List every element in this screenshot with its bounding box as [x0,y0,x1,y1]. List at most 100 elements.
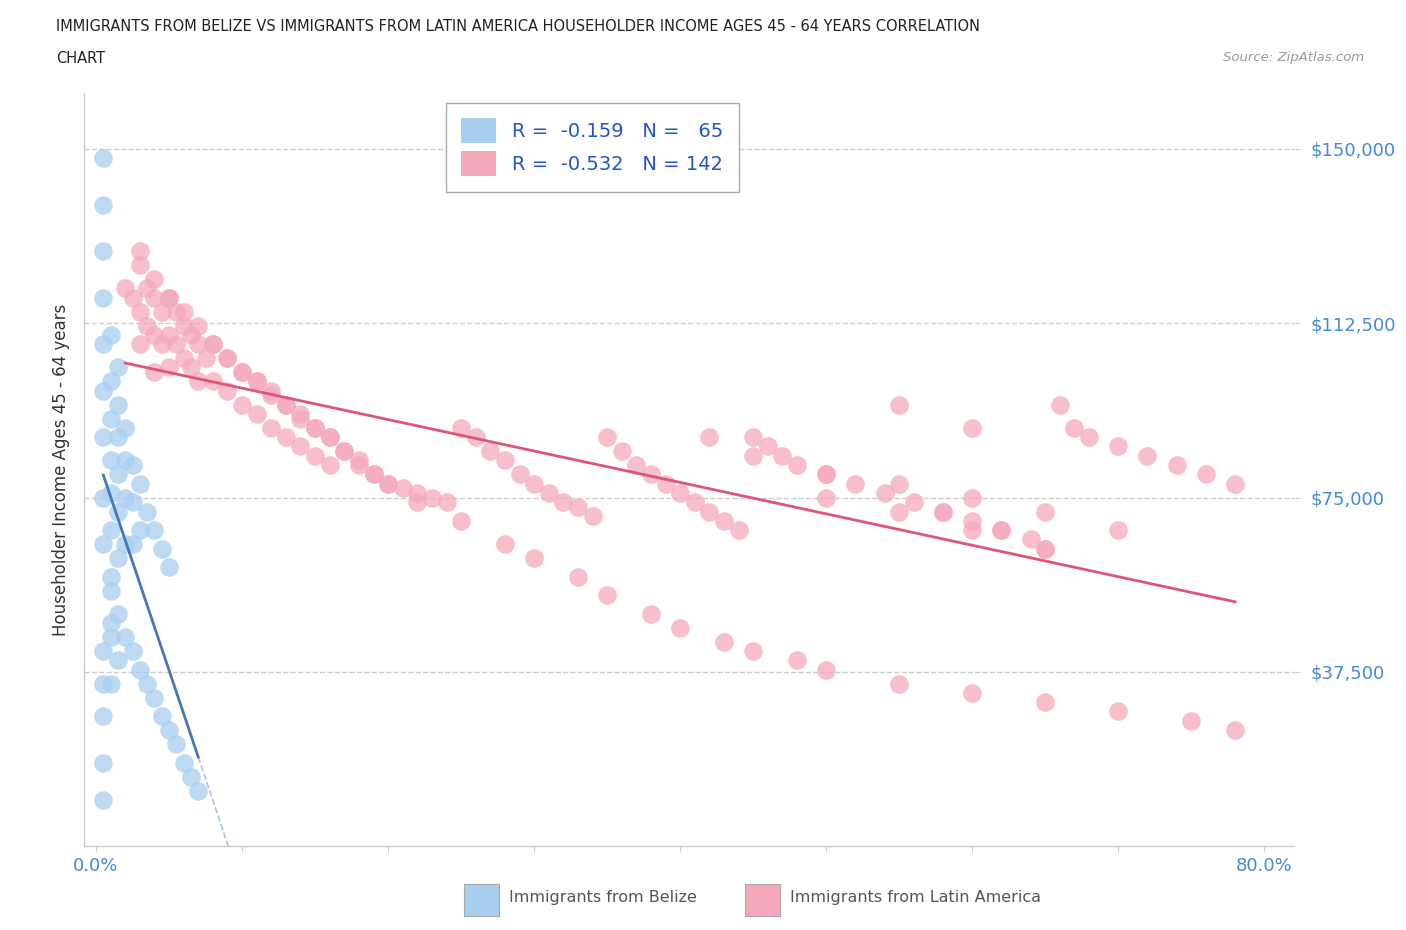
Point [136,318,159,333]
Point [173,318,195,333]
Point [128,258,150,272]
Point [143,327,166,342]
Text: CHART: CHART [56,51,105,66]
Point [1107,439,1129,454]
Point [990,523,1012,538]
Point [93,755,115,770]
Point [150,709,173,724]
Point [523,551,546,565]
Point [1078,430,1101,445]
Point [150,337,173,352]
Point [420,490,443,505]
Point [194,351,217,365]
Point [786,653,808,668]
Point [304,420,326,435]
Point [450,420,472,435]
Point [260,388,283,403]
Point [173,351,195,365]
Point [1033,541,1056,556]
Point [180,769,202,784]
Legend: R =  -0.159   N =   65, R =  -0.532   N = 142: R = -0.159 N = 65, R = -0.532 N = 142 [446,102,738,192]
Point [100,583,122,598]
Point [114,453,136,468]
Text: Immigrants from Belize: Immigrants from Belize [509,890,697,905]
Point [932,504,955,519]
Point [121,537,143,551]
Point [960,420,983,435]
Point [844,476,866,491]
Point [363,467,385,482]
Point [960,513,983,528]
Point [128,304,150,319]
Point [231,365,253,379]
Point [157,723,180,737]
Point [157,327,180,342]
Point [274,397,297,412]
Point [640,467,662,482]
Point [318,430,340,445]
Point [479,444,502,458]
Point [727,523,749,538]
Point [107,467,129,482]
Point [114,490,136,505]
Point [114,281,136,296]
Point [217,351,239,365]
Point [304,420,326,435]
Point [347,453,370,468]
Point [136,676,159,691]
Point [391,481,413,496]
Point [889,397,911,412]
Point [1033,695,1056,710]
Point [903,495,925,510]
Point [1195,467,1218,482]
Point [114,630,136,644]
Point [93,244,115,259]
Point [93,290,115,305]
Point [1223,476,1246,491]
Point [165,337,187,352]
Point [932,504,955,519]
Point [150,541,173,556]
Point [187,374,209,389]
Point [100,411,122,426]
Point [100,374,122,389]
Text: Source: ZipAtlas.com: Source: ZipAtlas.com [1223,51,1364,64]
Point [217,383,239,398]
Point [187,783,209,798]
Point [960,685,983,700]
Point [1019,532,1042,547]
Point [100,327,122,342]
Point [128,476,150,491]
Point [143,365,166,379]
Point [786,458,808,472]
Point [290,406,312,421]
Point [960,523,983,538]
Point [93,197,115,212]
Point [1136,448,1159,463]
Point [107,397,129,412]
Point [93,430,115,445]
Point [128,662,150,677]
Point [523,476,546,491]
Point [143,523,166,538]
Point [93,644,115,658]
Point [107,606,129,621]
Point [100,453,122,468]
Point [377,476,399,491]
Point [180,360,202,375]
Point [770,448,793,463]
Point [173,304,195,319]
Point [136,281,159,296]
Point [143,272,166,286]
Point [1033,541,1056,556]
Point [231,365,253,379]
Point [347,458,370,472]
Point [290,411,312,426]
Point [121,458,143,472]
Point [596,430,619,445]
Point [815,467,838,482]
Point [742,448,765,463]
Point [121,290,143,305]
Point [121,495,143,510]
Point [626,458,648,472]
